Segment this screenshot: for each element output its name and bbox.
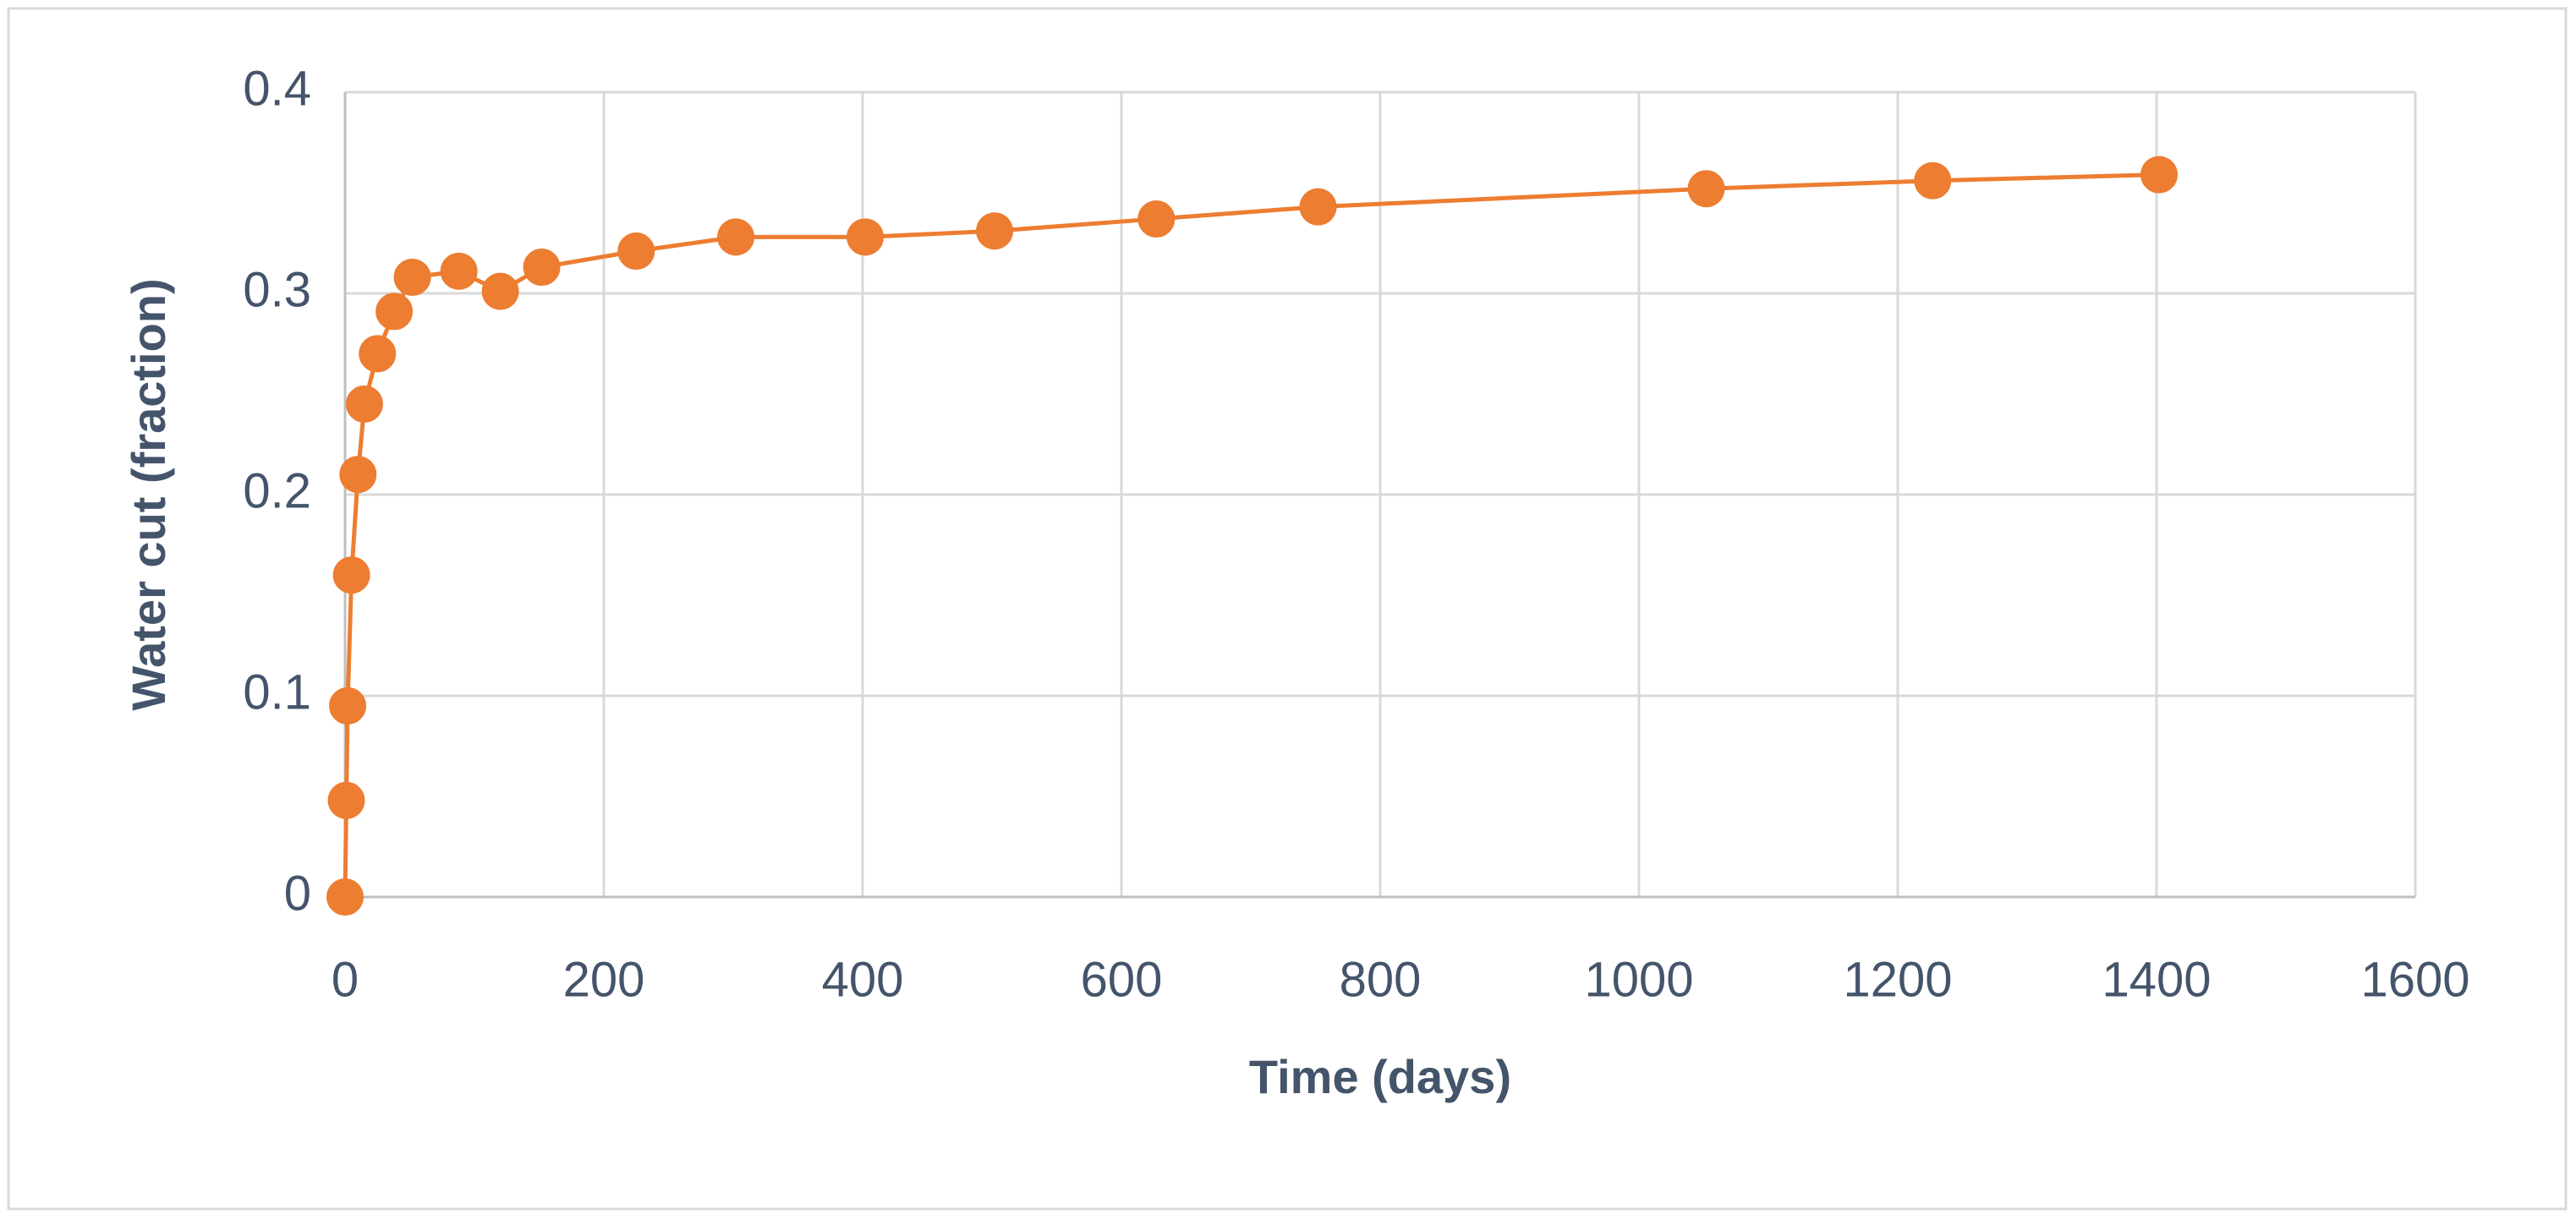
data-point bbox=[359, 335, 397, 373]
x-tick-label: 400 bbox=[822, 952, 904, 1007]
data-point bbox=[375, 293, 414, 331]
x-tick-label: 800 bbox=[1340, 952, 1422, 1007]
y-tick-label: 0.1 bbox=[243, 664, 311, 719]
data-point bbox=[1299, 188, 1337, 226]
data-point bbox=[617, 232, 655, 271]
data-point bbox=[329, 686, 367, 725]
data-point bbox=[2140, 156, 2179, 194]
data-point bbox=[326, 878, 364, 916]
y-axis-title: Water cut (fraction) bbox=[122, 278, 175, 710]
data-point bbox=[481, 272, 519, 310]
y-tick-label: 0.4 bbox=[243, 61, 311, 116]
x-tick-label: 1200 bbox=[1843, 952, 1952, 1007]
y-tick-label: 0 bbox=[284, 866, 311, 921]
data-point bbox=[1137, 200, 1176, 238]
data-point bbox=[847, 218, 885, 256]
data-point bbox=[440, 252, 478, 290]
data-point bbox=[332, 556, 370, 594]
y-tick-label: 0.2 bbox=[243, 463, 311, 518]
y-tick-label: 0.3 bbox=[243, 262, 311, 317]
x-tick-label: 1400 bbox=[2102, 952, 2211, 1007]
x-tick-label: 1000 bbox=[1584, 952, 1693, 1007]
x-tick-label: 200 bbox=[563, 952, 645, 1007]
x-tick-label: 0 bbox=[332, 952, 359, 1007]
data-point bbox=[327, 781, 365, 819]
data-point bbox=[393, 258, 431, 296]
data-point bbox=[717, 218, 755, 256]
data-point bbox=[345, 385, 383, 423]
data-point bbox=[523, 249, 561, 287]
data-point bbox=[1914, 161, 1952, 200]
chart-border bbox=[7, 7, 2568, 1211]
x-tick-label: 1600 bbox=[2360, 952, 2469, 1007]
x-axis-title: Time (days) bbox=[1249, 1050, 1511, 1103]
data-point bbox=[339, 456, 377, 494]
data-point bbox=[1687, 170, 1725, 208]
x-tick-label: 600 bbox=[1081, 952, 1163, 1007]
data-point bbox=[976, 212, 1014, 250]
